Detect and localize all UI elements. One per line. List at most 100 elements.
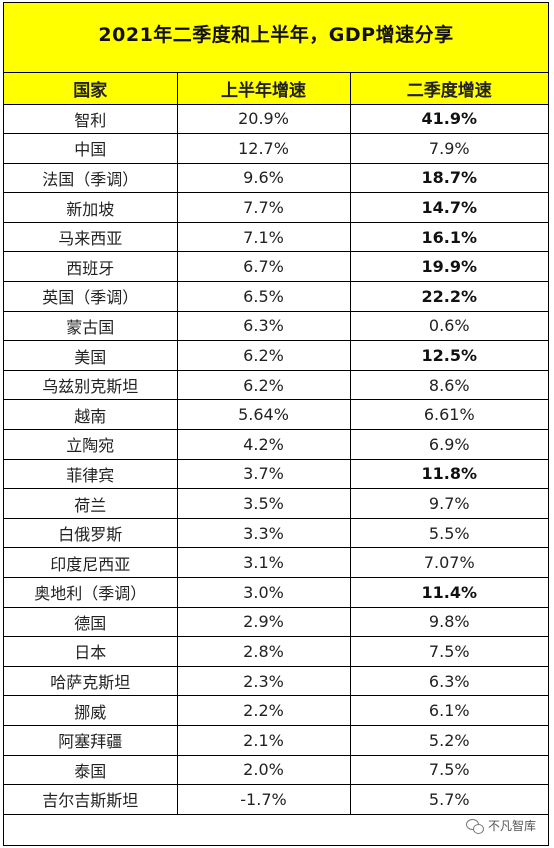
table-row: 印度尼西亚 3.1% 7.07%: [4, 547, 548, 578]
watermark: 不凡智库: [465, 817, 536, 834]
cell-country: 立陶宛: [4, 429, 178, 460]
cell-country: 印度尼西亚: [4, 547, 178, 578]
cell-h1-growth: 2.3%: [176, 665, 351, 697]
cell-country: 白俄罗斯: [4, 517, 178, 549]
cell-q2-growth: 41.9%: [349, 103, 548, 135]
cell-q2-growth: 7.5%: [349, 754, 548, 786]
cell-country: 哈萨克斯坦: [4, 665, 178, 697]
cell-q2-growth: 6.1%: [349, 695, 548, 726]
cell-h1-growth: 2.1%: [176, 724, 351, 756]
cell-country: 智利: [4, 103, 178, 135]
header-row: 国家 上半年增速 二季度增速: [4, 73, 548, 105]
cell-q2-growth: 18.7%: [349, 162, 548, 194]
cell-h1-growth: 7.7%: [176, 192, 351, 223]
cell-q2-growth: 19.9%: [349, 251, 548, 283]
cell-h1-growth: 6.3%: [176, 310, 351, 342]
cell-h1-growth: 7.1%: [176, 221, 351, 253]
table-row: 奥地利（季调） 3.0% 11.4%: [4, 577, 548, 608]
cell-h1-growth: 3.5%: [176, 488, 351, 519]
cell-q2-growth: 6.9%: [349, 429, 548, 460]
table-row: 吉尔吉斯斯坦 -1.7% 5.7%: [4, 784, 548, 815]
cell-h1-growth: 2.2%: [176, 695, 351, 726]
cell-h1-growth: 9.6%: [176, 162, 351, 194]
table-row: 立陶宛 4.2% 6.9%: [4, 429, 548, 460]
cell-h1-growth: 2.9%: [176, 606, 351, 638]
cell-h1-growth: 3.3%: [176, 517, 351, 549]
cell-h1-growth: -1.7%: [176, 784, 351, 815]
cell-country: 新加坡: [4, 192, 178, 223]
table-row: 法国（季调） 9.6% 18.7%: [4, 162, 548, 194]
table-row: 乌兹别克斯坦 6.2% 8.6%: [4, 369, 548, 401]
wechat-icon: [465, 818, 484, 834]
cell-country: 马来西亚: [4, 221, 178, 253]
cell-q2-growth: 12.5%: [349, 340, 548, 371]
table-row: 哈萨克斯坦 2.3% 6.3%: [4, 665, 548, 697]
table-row: 德国 2.9% 9.8%: [4, 606, 548, 638]
cell-country: 菲律宾: [4, 458, 178, 490]
cell-h1-growth: 5.64%: [176, 399, 351, 431]
cell-h1-growth: 12.7%: [176, 133, 351, 164]
cell-h1-growth: 2.0%: [176, 754, 351, 786]
table-row: 泰国 2.0% 7.5%: [4, 754, 548, 786]
cell-q2-growth: 14.7%: [349, 192, 548, 223]
cell-q2-growth: 5.5%: [349, 517, 548, 549]
table-row: 智利 20.9% 41.9%: [4, 103, 548, 135]
table-row: 马来西亚 7.1% 16.1%: [4, 221, 548, 253]
cell-q2-growth: 8.6%: [349, 369, 548, 401]
cell-q2-growth: 22.2%: [349, 281, 548, 312]
cell-country: 法国（季调）: [4, 162, 178, 194]
table-title: 2021年二季度和上半年，GDP增速分享: [4, 3, 548, 73]
cell-country: 荷兰: [4, 488, 178, 519]
cell-h1-growth: 6.2%: [176, 369, 351, 401]
cell-h1-growth: 6.2%: [176, 340, 351, 371]
cell-country: 阿塞拜疆: [4, 724, 178, 756]
cell-country: 英国（季调）: [4, 281, 178, 312]
cell-h1-growth: 2.8%: [176, 636, 351, 667]
cell-country: 日本: [4, 636, 178, 667]
table-row: 中国 12.7% 7.9%: [4, 133, 548, 164]
gdp-table: 国家 上半年增速 二季度增速 智利 20.9% 41.9% 中国 12.7% 7.9% 法国…: [4, 73, 548, 815]
table-body: 智利 20.9% 41.9% 中国 12.7% 7.9% 法国（季调） 9.6% 18.7% 新加…: [4, 103, 548, 815]
table-row: 越南 5.64% 6.61%: [4, 399, 548, 431]
cell-q2-growth: 7.9%: [349, 133, 548, 164]
table-row: 日本 2.8% 7.5%: [4, 636, 548, 667]
cell-country: 美国: [4, 340, 178, 371]
table-row: 新加坡 7.7% 14.7%: [4, 192, 548, 223]
cell-q2-growth: 16.1%: [349, 221, 548, 253]
header-country: 国家: [4, 73, 178, 105]
cell-country: 吉尔吉斯斯坦: [4, 784, 178, 815]
table-row: 西班牙 6.7% 19.9%: [4, 251, 548, 283]
table-row: 挪威 2.2% 6.1%: [4, 695, 548, 726]
table-row: 英国（季调） 6.5% 22.2%: [4, 281, 548, 312]
gdp-table-frame: 2021年二季度和上半年，GDP增速分享 国家 上半年增速 二季度增速 智利 20…: [3, 2, 549, 846]
cell-q2-growth: 11.4%: [349, 577, 548, 608]
table-row: 蒙古国 6.3% 0.6%: [4, 310, 548, 342]
cell-country: 德国: [4, 606, 178, 638]
cell-q2-growth: 5.7%: [349, 784, 548, 815]
cell-h1-growth: 4.2%: [176, 429, 351, 460]
cell-q2-growth: 11.8%: [349, 458, 548, 490]
cell-country: 西班牙: [4, 251, 178, 283]
header-h1-growth: 上半年增速: [176, 73, 351, 105]
cell-h1-growth: 6.7%: [176, 251, 351, 283]
header-q2-growth: 二季度增速: [349, 73, 548, 105]
table-row: 阿塞拜疆 2.1% 5.2%: [4, 724, 548, 756]
cell-q2-growth: 9.7%: [349, 488, 548, 519]
cell-country: 奥地利（季调）: [4, 577, 178, 608]
cell-q2-growth: 5.2%: [349, 724, 548, 756]
cell-country: 泰国: [4, 754, 178, 786]
cell-h1-growth: 3.0%: [176, 577, 351, 608]
cell-h1-growth: 20.9%: [176, 103, 351, 135]
cell-q2-growth: 0.6%: [349, 310, 548, 342]
cell-country: 中国: [4, 133, 178, 164]
cell-country: 越南: [4, 399, 178, 431]
cell-q2-growth: 6.61%: [349, 399, 548, 431]
watermark-text: 不凡智库: [487, 819, 536, 833]
cell-country: 蒙古国: [4, 310, 178, 342]
cell-q2-growth: 7.5%: [349, 636, 548, 667]
cell-h1-growth: 3.7%: [176, 458, 351, 490]
cell-q2-growth: 6.3%: [349, 665, 548, 697]
table-row: 美国 6.2% 12.5%: [4, 340, 548, 371]
table-row: 荷兰 3.5% 9.7%: [4, 488, 548, 519]
table-row: 菲律宾 3.7% 11.8%: [4, 458, 548, 490]
